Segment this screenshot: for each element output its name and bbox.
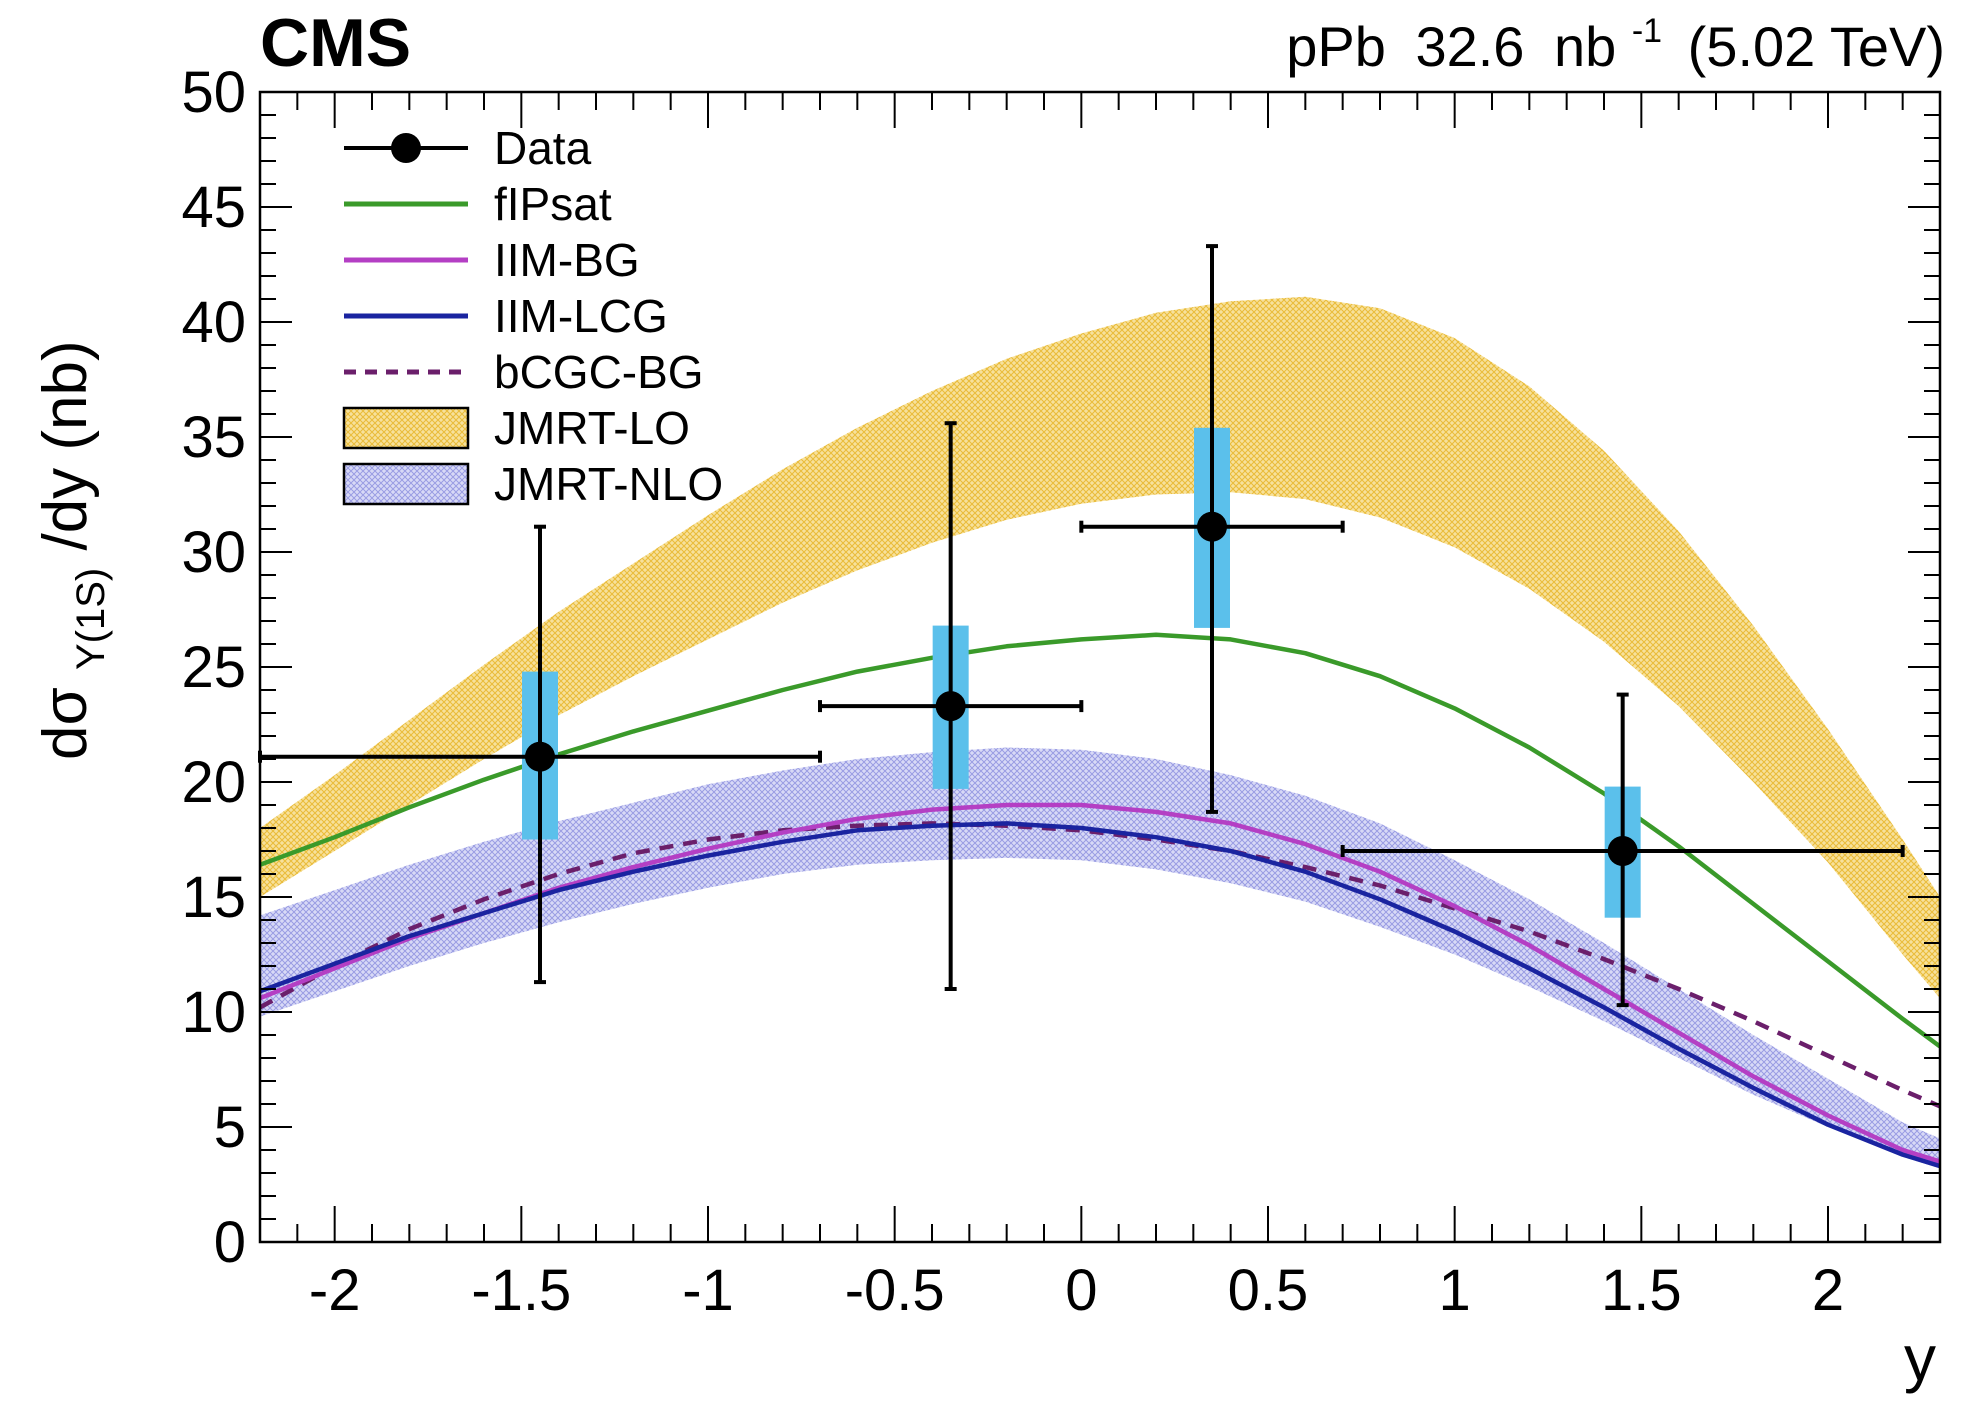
luminosity-label: pPb 32.6 nb -1 (5.02 TeV) bbox=[1286, 0, 1945, 78]
data-point-group bbox=[818, 421, 1084, 991]
legend-entry-iim_bg: IIM-BG bbox=[344, 234, 640, 286]
y-axis-title-prefix: dσ bbox=[31, 687, 100, 760]
y-tick-label: 5 bbox=[214, 1095, 246, 1160]
x-tick-label: -1 bbox=[682, 1258, 734, 1323]
legend: DatafIPsatIIM-BGIIM-LCGbCGC-BGJMRT-LOJMR… bbox=[342, 122, 723, 510]
legend-entry-jmrt_nlo: JMRT-NLO bbox=[342, 458, 723, 510]
legend-entry-jmrt_lo: JMRT-LO bbox=[342, 402, 690, 454]
x-tick-label: -2 bbox=[309, 1258, 361, 1323]
y-tick-label: 35 bbox=[181, 405, 246, 470]
data-point-group bbox=[258, 524, 822, 985]
y-tick-label: 50 bbox=[181, 60, 246, 125]
lumi-exponent: -1 bbox=[1632, 12, 1662, 50]
lumi-unit: nb bbox=[1554, 15, 1616, 78]
y-tick-label: 15 bbox=[181, 865, 246, 930]
legend-marker bbox=[391, 133, 421, 163]
experiment-label: CMS bbox=[260, 5, 411, 81]
legend-label: bCGC-BG bbox=[494, 346, 704, 398]
iim-lcg-curve bbox=[260, 821, 1940, 1169]
bcgc-bg-curve bbox=[260, 821, 1940, 1109]
y-tick-label: 20 bbox=[181, 750, 246, 815]
data-layer bbox=[258, 244, 1905, 1008]
data-point-marker bbox=[1607, 836, 1638, 866]
y-axis-title-suffix: /dy (nb) bbox=[31, 340, 100, 550]
data-point-marker bbox=[1197, 511, 1227, 542]
x-axis-title: y bbox=[1904, 1322, 1936, 1394]
x-tick-label: -0.5 bbox=[845, 1258, 945, 1323]
lumi-energy: (5.02 TeV) bbox=[1688, 15, 1945, 78]
data-point-marker bbox=[525, 741, 555, 772]
x-tick-label: 2 bbox=[1812, 1258, 1844, 1323]
legend-label: JMRT-LO bbox=[494, 402, 690, 454]
legend-entry-data: Data bbox=[344, 122, 592, 174]
legend-band-swatch bbox=[342, 406, 470, 450]
legend-label: fIPsat bbox=[494, 178, 612, 230]
x-tick-label: -1.5 bbox=[471, 1258, 571, 1323]
data-point-marker bbox=[935, 691, 966, 722]
lumi-system: pPb bbox=[1286, 15, 1386, 78]
x-tick-label: 1.5 bbox=[1601, 1258, 1682, 1323]
x-tick-label: 0.5 bbox=[1228, 1258, 1309, 1323]
legend-label: IIM-BG bbox=[494, 234, 640, 286]
legend-label: JMRT-NLO bbox=[494, 458, 723, 510]
y-tick-label: 40 bbox=[181, 290, 246, 355]
y-tick-label: 0 bbox=[214, 1210, 246, 1275]
data-point-group bbox=[1079, 244, 1345, 814]
x-tick-label: 0 bbox=[1065, 1258, 1097, 1323]
axes-layer: 0 5 10 15 20 25 30 35 40 45 50 -2 -1.5 -1 -0.5 0 0.5 1 1.5… bbox=[181, 60, 1941, 1323]
jmrt-nlo-band bbox=[260, 747, 1940, 1169]
bands-layer bbox=[260, 296, 1940, 1169]
y-axis-title: dσ Υ(1S) /dy (nb) bbox=[31, 340, 118, 760]
legend-label: IIM-LCG bbox=[494, 290, 668, 342]
lumi-value: 32.6 bbox=[1415, 15, 1524, 78]
y-tick-label: 30 bbox=[181, 520, 246, 585]
y-tick-label: 25 bbox=[181, 635, 246, 700]
y-tick-label: 45 bbox=[181, 175, 246, 240]
x-tick-label: 1 bbox=[1439, 1258, 1471, 1323]
legend-entry-bcgc_bg: bCGC-BG bbox=[344, 346, 704, 398]
y-axis-title-subscript: Υ(1S) bbox=[69, 568, 113, 670]
data-point-group bbox=[1340, 692, 1905, 1008]
legend-band-swatch bbox=[342, 462, 470, 506]
legend-entry-iim_lcg: IIM-LCG bbox=[344, 290, 668, 342]
jmrt-lo-band bbox=[260, 296, 1940, 999]
legend-entry-flpsat: fIPsat bbox=[344, 178, 612, 230]
y-tick-label: 10 bbox=[181, 980, 246, 1045]
legend-label: Data bbox=[494, 122, 592, 174]
